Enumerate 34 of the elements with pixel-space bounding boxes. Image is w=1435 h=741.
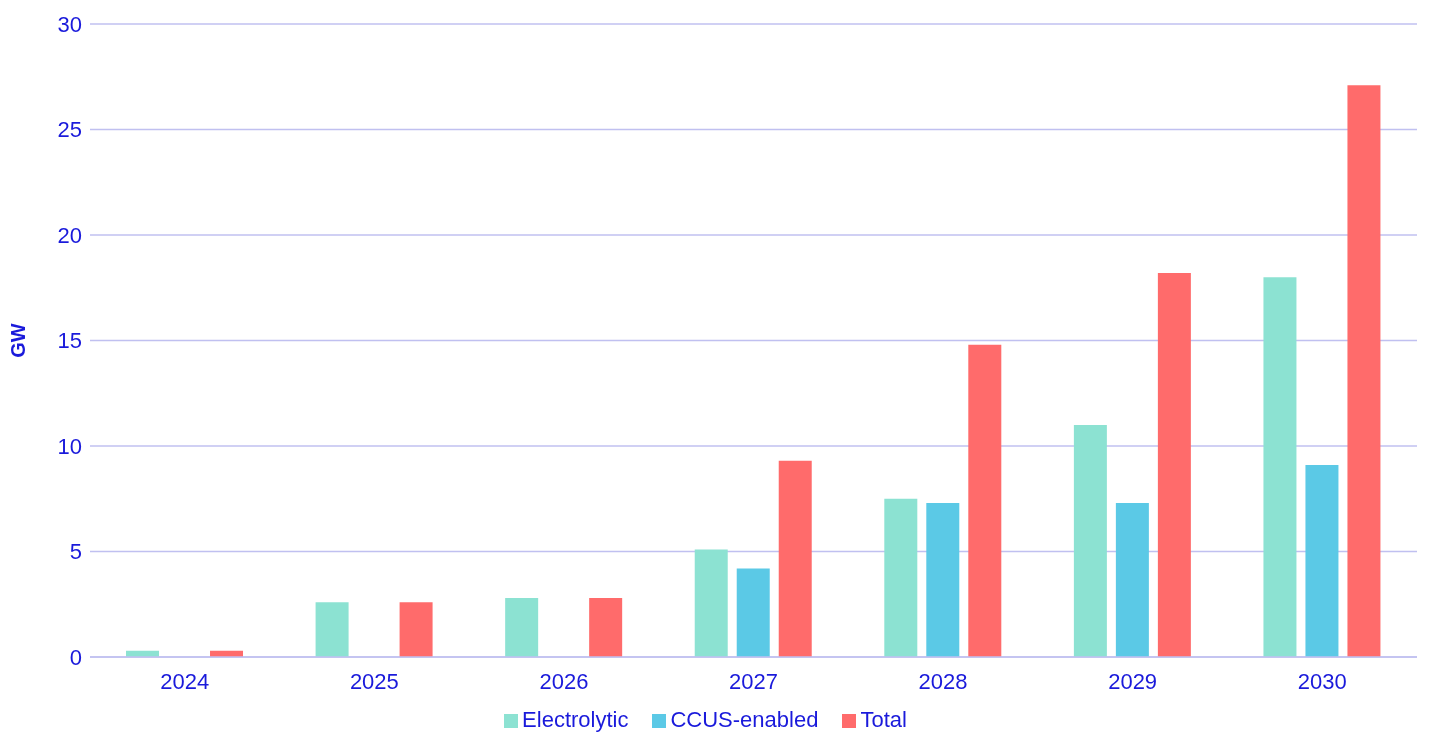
x-tick-label: 2027 <box>729 668 778 694</box>
y-tick-label: 25 <box>57 117 82 143</box>
bar <box>1157 272 1191 657</box>
legend-label: Total <box>860 707 907 732</box>
y-tick-label: 30 <box>57 11 82 37</box>
bar <box>968 344 1002 657</box>
bar <box>926 502 960 657</box>
bar <box>1305 464 1339 657</box>
x-tick-label: 2026 <box>539 668 589 694</box>
y-tick-label: 5 <box>69 539 82 565</box>
legend-label: Electrolytic <box>522 707 629 732</box>
bar <box>1115 502 1149 657</box>
bar <box>399 602 433 657</box>
y-tick-label: 20 <box>57 222 82 248</box>
bar <box>1347 85 1381 657</box>
bar <box>589 597 623 657</box>
bar <box>505 597 539 657</box>
bar <box>1073 424 1107 657</box>
bar <box>736 568 770 657</box>
x-tick-label: 2029 <box>1108 668 1158 694</box>
x-tick-label: 2025 <box>349 668 399 694</box>
y-axis-title: GW <box>7 323 30 358</box>
bar <box>778 460 812 657</box>
bar <box>884 498 918 657</box>
x-tick-label: 2024 <box>160 668 210 694</box>
y-tick-label: 0 <box>69 644 82 670</box>
bar <box>694 549 728 657</box>
x-tick-label: 2030 <box>1297 668 1347 694</box>
y-tick-label: 10 <box>57 433 82 459</box>
bar <box>1263 277 1297 657</box>
legend-label: CCUS-enabled <box>670 707 819 732</box>
bar <box>315 602 349 657</box>
x-tick-label: 2028 <box>918 668 968 694</box>
y-tick-label: 15 <box>57 328 82 354</box>
